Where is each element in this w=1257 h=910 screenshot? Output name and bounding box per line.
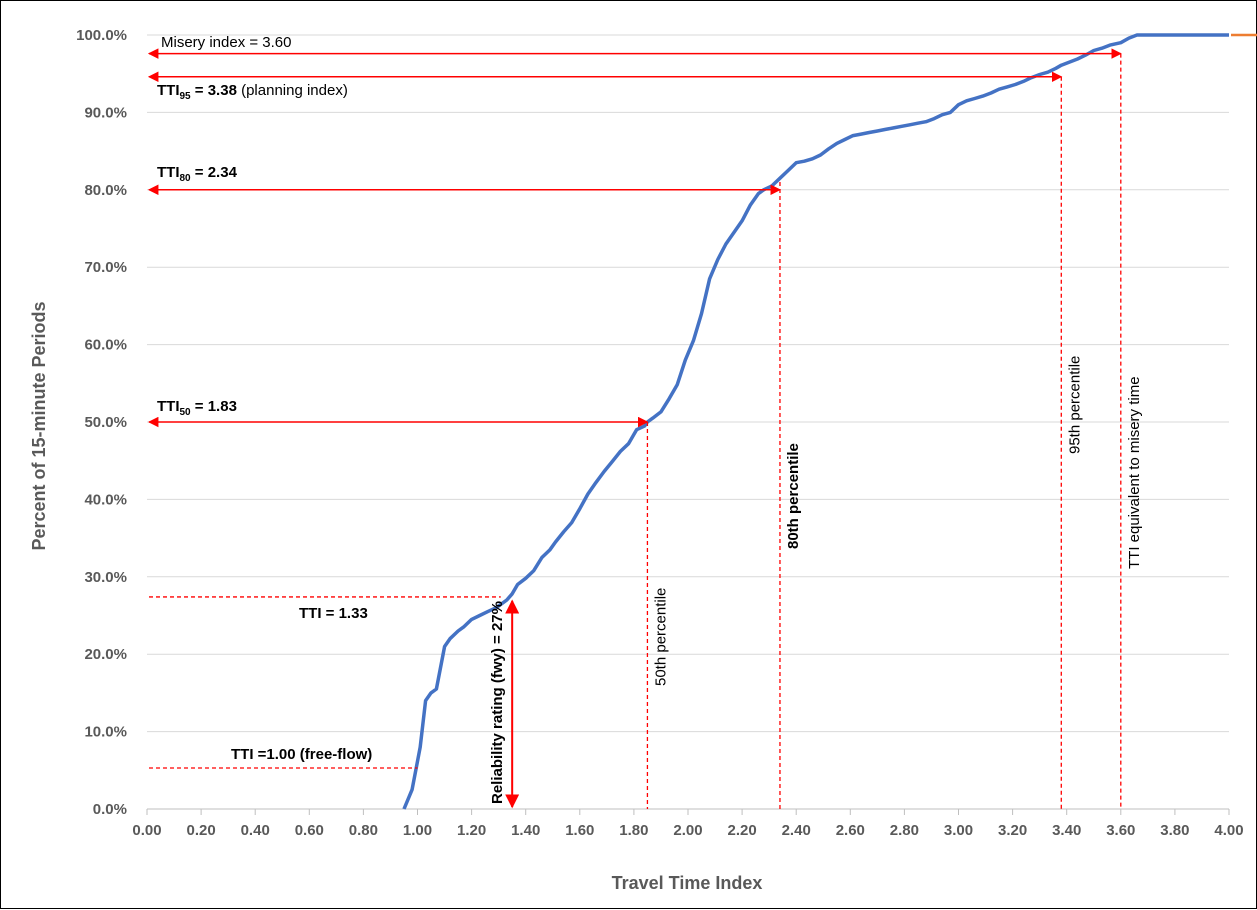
x-axis-title: Travel Time Index xyxy=(612,873,763,893)
y-tick-label: 30.0% xyxy=(84,569,127,586)
x-tick-label: 1.60 xyxy=(565,822,594,839)
x-tick-label: 0.00 xyxy=(132,822,161,839)
y-tick-label: 90.0% xyxy=(84,104,127,121)
misery-label: Misery index = 3.60 xyxy=(161,34,291,51)
x-tick-label: 3.60 xyxy=(1106,822,1135,839)
x-tick-label: 1.40 xyxy=(511,822,540,839)
y-axis-title: Percent of 15-minute Periods xyxy=(29,301,49,550)
x-tick-label: 0.80 xyxy=(349,822,378,839)
y-tick-label: 100.0% xyxy=(76,27,127,44)
y-tick-label: 0.0% xyxy=(93,801,127,818)
reliability-label: Reliability rating (fwy) = 27% xyxy=(489,601,506,804)
x-tick-label: 4.00 xyxy=(1214,822,1243,839)
x-tick-label: 2.60 xyxy=(836,822,865,839)
x-tick-label: 0.60 xyxy=(295,822,324,839)
p95-label: 95th percentile xyxy=(1066,356,1083,454)
y-tick-label: 50.0% xyxy=(84,414,127,431)
p80-label: 80th percentile xyxy=(785,443,802,549)
x-tick-label: 2.00 xyxy=(673,822,702,839)
x-tick-label: 2.80 xyxy=(890,822,919,839)
tti80-label: TTI80 = 2.34 xyxy=(157,164,238,184)
tti133-label: TTI = 1.33 xyxy=(299,605,368,622)
misery-percentile-label: TTI equivalent to misery time xyxy=(1126,376,1143,569)
x-tick-label: 3.20 xyxy=(998,822,1027,839)
annotations: Misery index = 3.60 TTI95 = 3.38 (plannin… xyxy=(147,34,1143,809)
series-layer xyxy=(402,33,1257,810)
tti95-label: TTI95 = 3.38 (planning index) xyxy=(157,82,348,102)
x-tick-label: 2.20 xyxy=(727,822,756,839)
x-tick-label: 2.40 xyxy=(782,822,811,839)
y-tick-label: 60.0% xyxy=(84,337,127,354)
gridlines xyxy=(147,34,1229,733)
y-tick-label: 40.0% xyxy=(84,491,127,508)
tti50-label: TTI50 = 1.83 xyxy=(157,398,237,418)
x-tick-label: 3.80 xyxy=(1160,822,1189,839)
x-tick-label: 0.40 xyxy=(241,822,270,839)
x-tick-label: 1.20 xyxy=(457,822,486,839)
free-flow-label: TTI =1.00 (free-flow) xyxy=(231,746,372,763)
cdf-line xyxy=(402,33,1229,810)
x-tick-label: 1.80 xyxy=(619,822,648,839)
axes: 0.0% 10.0% 20.0% 30.0% 40.0% 50.0% 60.0% 70.0% 8… xyxy=(76,27,1243,839)
x-tick-label: 1.00 xyxy=(403,822,432,839)
y-tick-label: 20.0% xyxy=(84,646,127,663)
x-tick-label: 3.40 xyxy=(1052,822,1081,839)
y-tick-label: 70.0% xyxy=(84,259,127,276)
y-tick-label: 80.0% xyxy=(84,182,127,199)
y-tick-label: 10.0% xyxy=(84,724,127,741)
x-tick-label: 3.00 xyxy=(944,822,973,839)
p50-label: 50th percentile xyxy=(652,588,669,686)
x-tick-label: 0.20 xyxy=(186,822,215,839)
